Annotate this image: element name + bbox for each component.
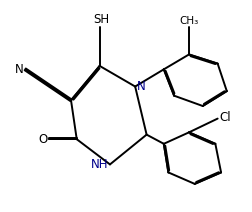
Text: Cl: Cl [219,111,231,124]
Text: NH: NH [91,158,108,171]
Text: O: O [38,133,48,146]
Text: N: N [137,80,145,93]
Text: CH₃: CH₃ [179,16,199,26]
Text: SH: SH [93,13,109,26]
Text: N: N [15,63,23,76]
